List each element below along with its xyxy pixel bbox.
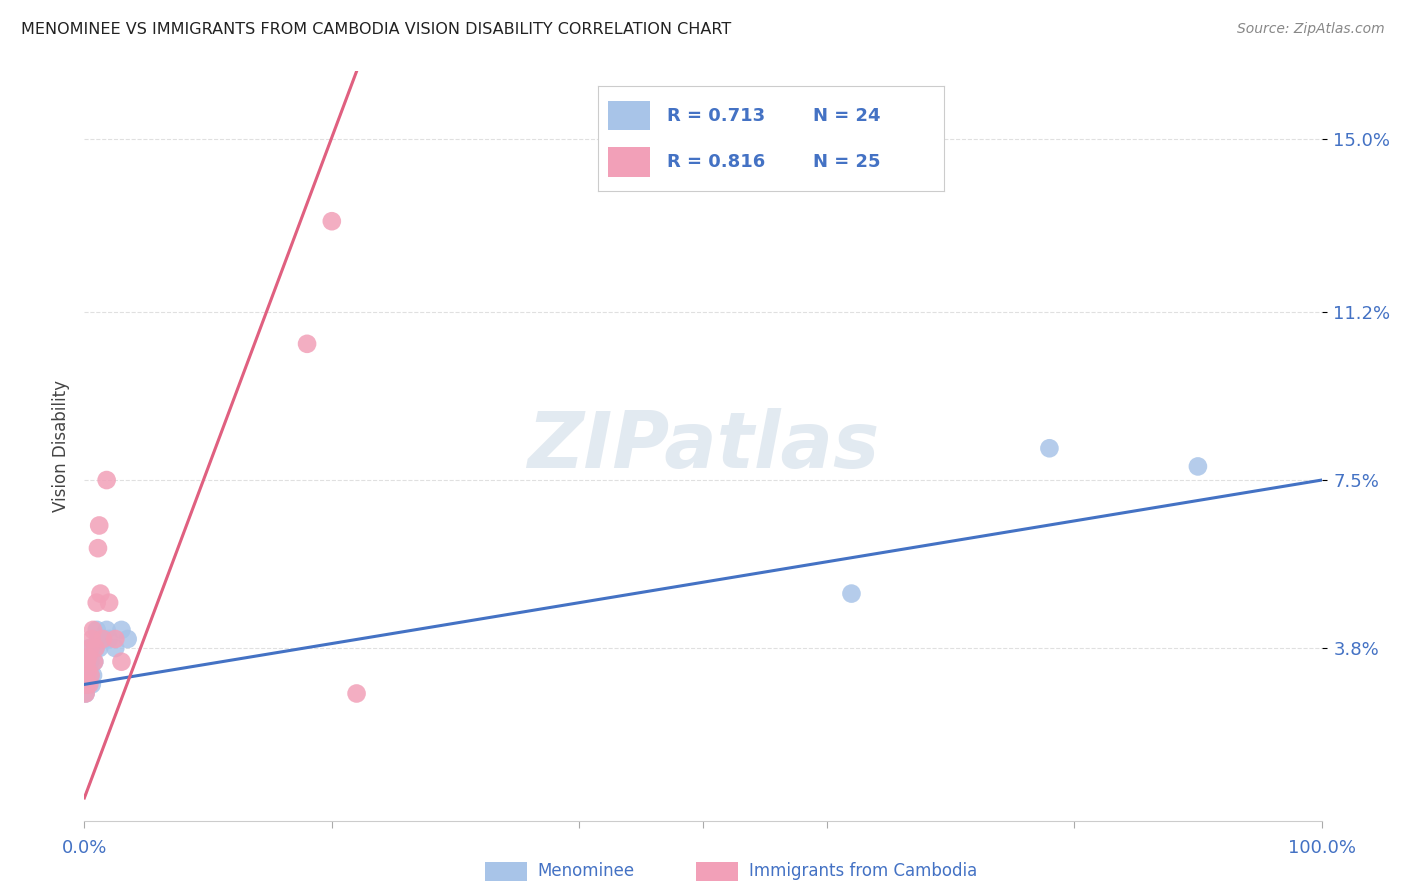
Point <box>89 518 111 533</box>
Point <box>98 632 121 646</box>
Point <box>79 668 101 682</box>
Point <box>96 623 118 637</box>
Point <box>321 214 343 228</box>
Point <box>80 677 103 691</box>
Point <box>91 632 114 646</box>
Point <box>77 650 100 665</box>
Point <box>82 668 104 682</box>
Point <box>295 336 318 351</box>
Point <box>86 596 108 610</box>
Point <box>77 677 100 691</box>
Point <box>84 641 107 656</box>
Text: ZIPatlas: ZIPatlas <box>527 408 879 484</box>
Point <box>77 664 100 678</box>
Point <box>76 664 98 678</box>
Point <box>98 596 121 610</box>
Point <box>77 655 100 669</box>
Point <box>86 623 108 637</box>
Point <box>104 632 127 646</box>
Point <box>346 686 368 700</box>
Point <box>104 641 127 656</box>
Point <box>96 473 118 487</box>
Point <box>79 641 101 656</box>
Point <box>76 655 98 669</box>
Point <box>117 632 139 646</box>
Point <box>79 677 101 691</box>
Point <box>841 586 863 600</box>
Point <box>84 641 107 656</box>
Point <box>75 686 97 700</box>
Point <box>87 632 110 646</box>
Point <box>75 686 97 700</box>
Text: MENOMINEE VS IMMIGRANTS FROM CAMBODIA VISION DISABILITY CORRELATION CHART: MENOMINEE VS IMMIGRANTS FROM CAMBODIA VI… <box>21 22 731 37</box>
Point <box>91 632 114 646</box>
Point <box>79 641 101 656</box>
Point <box>89 641 111 656</box>
Point <box>83 655 105 669</box>
Point <box>76 677 98 691</box>
Point <box>79 655 101 669</box>
Point <box>83 655 105 669</box>
Y-axis label: Vision Disability: Vision Disability <box>52 380 70 512</box>
Point <box>79 668 101 682</box>
Point <box>110 655 132 669</box>
Text: Immigrants from Cambodia: Immigrants from Cambodia <box>749 863 977 880</box>
Point <box>75 677 97 691</box>
Text: Menominee: Menominee <box>537 863 634 880</box>
Point <box>76 677 98 691</box>
Point <box>89 586 111 600</box>
Point <box>87 541 110 556</box>
Point <box>110 623 132 637</box>
Point <box>82 623 104 637</box>
Text: Source: ZipAtlas.com: Source: ZipAtlas.com <box>1237 22 1385 37</box>
Point <box>1038 442 1060 456</box>
Point <box>1187 459 1209 474</box>
Point <box>80 632 103 646</box>
